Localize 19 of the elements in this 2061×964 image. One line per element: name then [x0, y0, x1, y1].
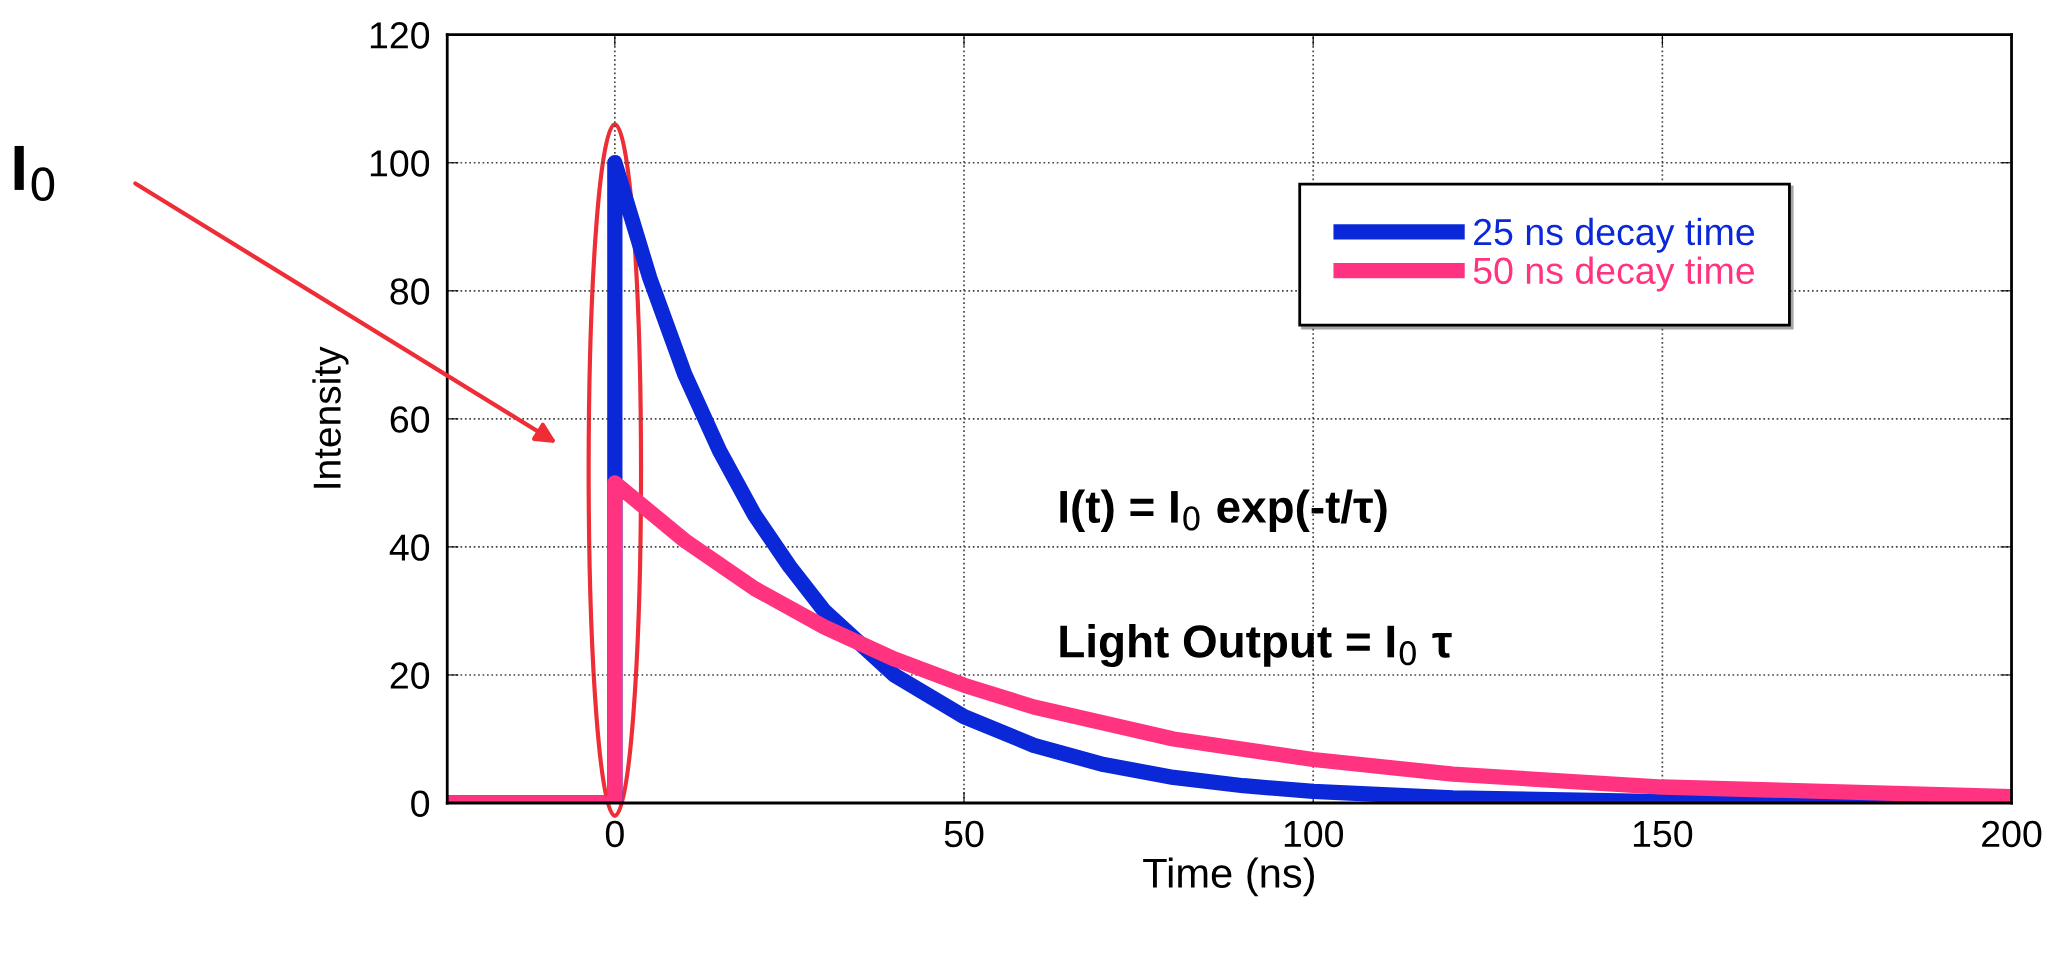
x-tick-label: 150 — [1633, 820, 1693, 848]
x-axis-title: Time (ns) — [1143, 857, 1314, 897]
y-tick-label: 120 — [370, 22, 430, 49]
annotation: Light Output = I$_{0}$ τ — [1060, 624, 1452, 668]
x-tick-label: 50 — [944, 820, 984, 848]
y-axis-title: Intensity — [312, 346, 349, 488]
x-tick-label: 100 — [1284, 820, 1344, 848]
text: I$_{0}$ — [14, 145, 55, 202]
annotation: I(t) = I$_{0}$ exp(-t/τ) — [1060, 489, 1387, 533]
y-tick-label: 20 — [390, 662, 430, 689]
y-tick-label: 80 — [390, 278, 430, 305]
y-tick-label: 40 — [389, 534, 430, 561]
x-tick-label: 200 — [1982, 820, 2042, 848]
legend-label: 25 ns decay time — [1474, 217, 1755, 253]
y-tick-label: 60 — [390, 406, 430, 433]
legend-label: 50 ns decay time — [1473, 256, 1755, 292]
y-tick-label: 0 — [411, 790, 430, 817]
x-tick-label: 0 — [605, 820, 624, 848]
y-tick-label: 100 — [370, 150, 430, 177]
